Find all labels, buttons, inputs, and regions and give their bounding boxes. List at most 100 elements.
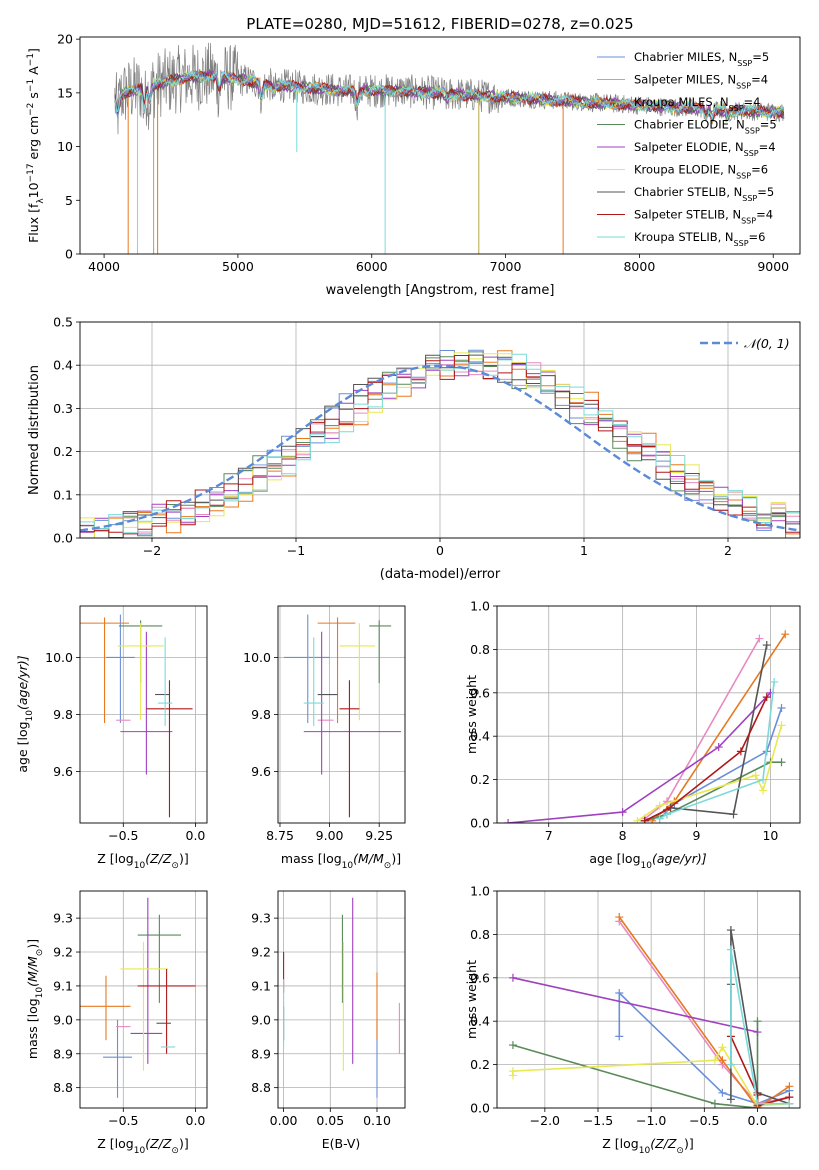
x-axis-label-part: ⊙ [384, 861, 392, 871]
x-axis-label: wavelength [Angstrom, rest frame] [326, 283, 555, 298]
x-axis-label-part: (M/M [353, 851, 384, 866]
x-tick-label: 0.10 [363, 1113, 391, 1128]
y-tick-label: 0.6 [470, 970, 490, 985]
legend: Chabrier MILES, NSSP=5 Salpeter MILES, NS… [597, 50, 777, 248]
x-axis-label-part: age [log [589, 851, 640, 866]
y-tick-label: 0 [65, 247, 73, 262]
legend-entry: Chabrier ELODIE, NSSP=5 [634, 118, 777, 136]
legend-entry: Kroupa ELODIE, NSSP=6 [634, 163, 768, 181]
legend-sub: SSP [736, 171, 751, 180]
model-spectrum [114, 70, 784, 121]
x-axis-label-part: 10 [641, 861, 653, 871]
weight-marker [726, 926, 735, 935]
normal-curve [80, 364, 800, 532]
x-axis-label-part: )] [179, 1136, 189, 1151]
x-tick-label: 0.00 [270, 1113, 298, 1128]
axes-frame [277, 605, 406, 824]
x-axis-label: (data-model)/error [380, 567, 501, 582]
y-tick-label: 0.6 [470, 685, 490, 700]
weight-marker [710, 1056, 719, 1065]
y-axis-label-part: )] [25, 939, 40, 949]
x-tick-label: 0.0 [186, 828, 206, 843]
x-tick-label: 4000 [88, 259, 120, 274]
y-tick-label: 9.2 [251, 945, 271, 960]
weight-marker [755, 634, 764, 643]
y-axis-label-part: 10 [35, 987, 45, 999]
legend-nssp: =4 [751, 73, 768, 87]
x-tick-label: 1 [580, 543, 588, 558]
weight-line [730, 949, 790, 1105]
weight-lines [504, 630, 790, 823]
x-tick-label: −2 [143, 543, 161, 558]
errorbars [80, 614, 193, 818]
weight-marker [655, 801, 664, 810]
x-axis-label-part: )] [684, 1136, 694, 1151]
y-tick-label: 20 [57, 32, 73, 47]
y-axis-label-part: (M/M [25, 956, 40, 987]
weight-line [512, 977, 758, 1033]
weight-marker [618, 808, 627, 817]
x-axis-label-part: mass [log [281, 851, 342, 866]
x-tick-label: 7 [545, 828, 553, 843]
x-tick-label: 0.0 [186, 1113, 206, 1128]
x-tick-label: −0.5 [108, 1113, 138, 1128]
x-tick-label: −1.0 [636, 1113, 666, 1128]
y-tick-label: 0.5 [53, 315, 73, 330]
y-axis-label-part: age [log [15, 721, 30, 772]
y-tick-label: 8.9 [53, 1046, 73, 1061]
weight-marker [718, 1088, 727, 1097]
y-axis-label-part: −1 [26, 79, 36, 92]
weight-marker [753, 1028, 762, 1037]
y-tick-label: 0.0 [53, 531, 73, 546]
errorbars [80, 897, 196, 1098]
y-tick-label: 5 [65, 193, 73, 208]
legend-nssp: =5 [757, 185, 774, 199]
legend-nssp: =4 [756, 208, 773, 222]
weight-line [730, 929, 790, 1105]
y-tick-label: 0.0 [470, 1101, 490, 1116]
x-tick-label: 6000 [356, 259, 388, 274]
y-tick-label: 9.0 [251, 1012, 271, 1027]
weight-marker [508, 1067, 517, 1076]
x-axis-label-part: (Z/Z [145, 851, 172, 866]
y-tick-label: 0.2 [470, 1057, 490, 1072]
legend-entry: Salpeter STELIB, NSSP=4 [634, 208, 773, 226]
legend-nssp: =6 [751, 163, 768, 177]
model-spectrum [114, 70, 785, 121]
mass-Z-panel: −0.5 0.08.88.99.09.19.29.3Z [log10(Z/Z⊙)]… [25, 890, 208, 1156]
y-axis-label-part: −17 [26, 163, 36, 182]
legend-sub: SSP [734, 239, 749, 248]
spectrum-panel: 4000 5000 6000 7000 8000 9000 0 5 10 15 20 waveleng… [26, 32, 801, 298]
weight-marker [777, 703, 786, 712]
y-tick-label: 0.2 [470, 772, 490, 787]
x-axis-label-part: Z [log [97, 851, 133, 866]
weight-marker [726, 1060, 735, 1069]
legend-sub: SSP [736, 81, 751, 90]
y-tick-label: 10 [57, 139, 73, 154]
weight-marker [785, 1082, 794, 1091]
y-axis-label-part: A [26, 66, 41, 79]
weight-marker [714, 743, 723, 752]
x-tick-label: 8000 [623, 259, 655, 274]
weight-lines [508, 913, 794, 1108]
y-tick-label: 0.4 [470, 1014, 490, 1029]
x-axis-label-part: 10 [134, 1146, 146, 1156]
x-tick-label: 9.00 [316, 828, 344, 843]
y-tick-label: 9.3 [251, 911, 271, 926]
y-tick-label: 8.8 [53, 1080, 73, 1095]
x-axis-label: mass [log10(M/M⊙)] [281, 851, 401, 871]
y-axis-label-part: Flux [f [26, 203, 41, 243]
x-axis-label-part: (Z/Z [145, 1136, 172, 1151]
residual-histogram [80, 353, 800, 534]
x-tick-label: 0.05 [316, 1113, 344, 1128]
y-tick-label: 9.2 [53, 945, 73, 960]
legend-entry: Salpeter MILES, NSSP=4 [634, 73, 768, 91]
x-axis-label: Z [log10(Z/Z⊙)] [97, 1136, 188, 1156]
y-axis-label-part: erg cm [26, 116, 41, 164]
x-axis-label: Z [log10(Z/Z⊙)] [602, 1136, 693, 1156]
x-tick-label: −1 [287, 543, 305, 558]
legend-entry: Kroupa STELIB, NSSP=6 [634, 230, 765, 248]
legend-nssp: =5 [752, 50, 769, 64]
weight-marker [736, 747, 745, 756]
weight-marker [662, 810, 671, 819]
